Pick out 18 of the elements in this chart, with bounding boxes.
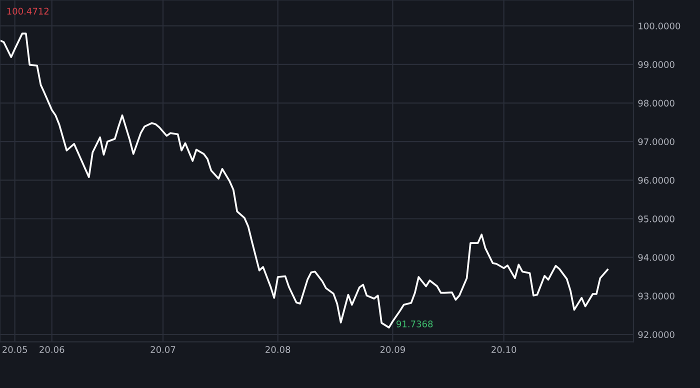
y-tick-label: 93.0000	[638, 292, 674, 300]
line-series	[0, 32, 608, 328]
y-tick-label: 94.0000	[638, 254, 674, 261]
y-tick-label: 98.0000	[638, 100, 674, 107]
y-tick-label: 92.0000	[638, 331, 674, 338]
x-tick-label: 20.10	[492, 346, 516, 353]
x-tick-label: 20.09	[380, 346, 405, 353]
x-tick-label: 20.08	[266, 346, 290, 353]
annotation: 91.7368	[396, 320, 433, 328]
y-tick-label: 100.0000	[638, 22, 680, 30]
y-tick-label: 96.0000	[638, 176, 674, 184]
x-tick-label: 20.06	[40, 346, 64, 353]
y-tick-label: 99.0000	[638, 61, 674, 68]
annotation: 100.4712	[7, 8, 49, 15]
x-tick-label: 20.07	[150, 346, 176, 353]
y-tick-label: 95.0000	[638, 215, 674, 222]
y-tick-label: 97.0000	[638, 138, 674, 146]
x-tick-label: 20.05	[2, 346, 27, 353]
